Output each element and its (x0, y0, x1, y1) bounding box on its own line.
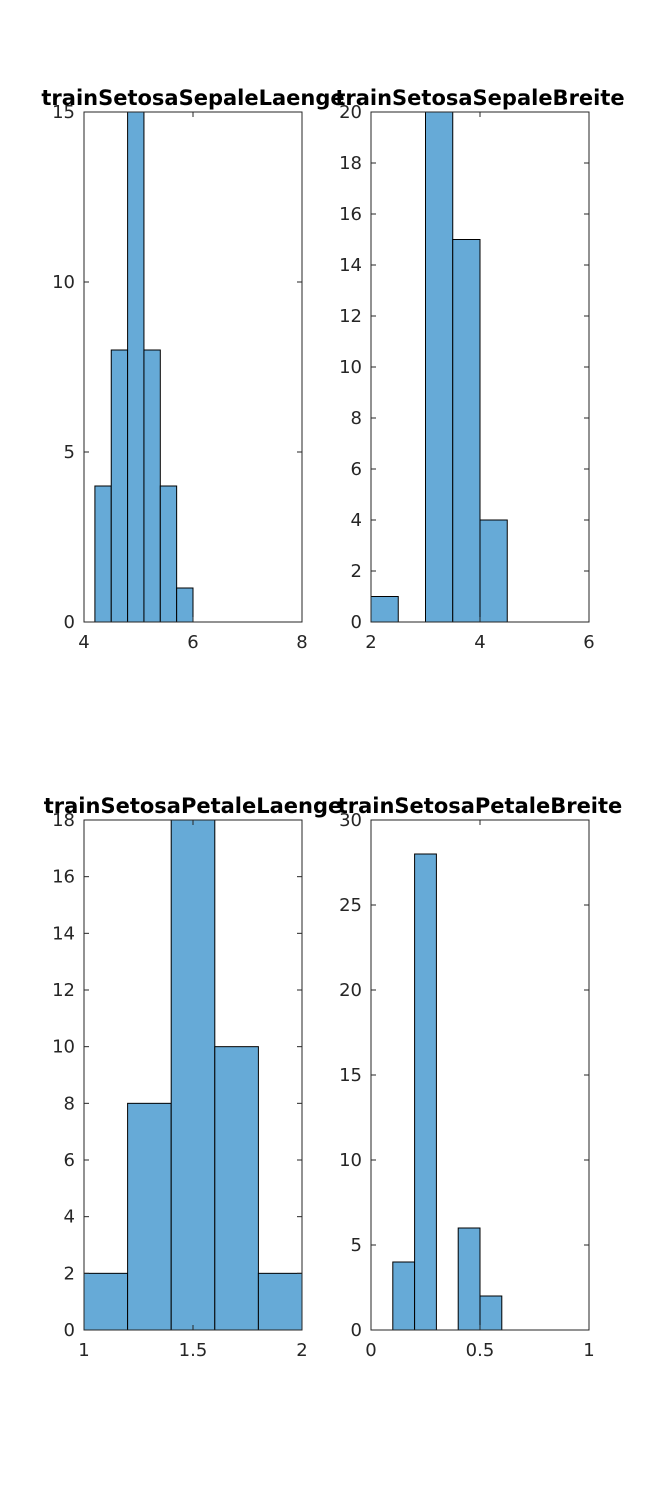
y-tick-label: 10 (52, 1037, 75, 1058)
histogram-bar (170, 819, 216, 1331)
y-tick-label: 10 (339, 357, 362, 378)
histogram-bar (159, 485, 178, 623)
y-tick-label: 18 (52, 810, 75, 831)
histogram-bar (425, 111, 454, 623)
chart-title: trainSetosaSepaleLaenge (41, 86, 344, 110)
x-tick-label: 2 (296, 1340, 307, 1361)
y-tick-label: 4 (64, 1207, 75, 1228)
y-tick-label: 0 (351, 612, 362, 633)
y-tick-label: 15 (339, 1065, 362, 1086)
histogram-bar (392, 1261, 416, 1331)
histogram-panel-petal-length: 0 2 4 6 8 10 12 14 16 18 1 1.5 2 trainSetosaPetaleLae… (44, 794, 343, 1361)
histogram-bar (479, 519, 508, 623)
x-tick-label: 4 (474, 632, 485, 653)
y-tick-label: 10 (52, 272, 75, 293)
x-tick-label: 6 (583, 632, 594, 653)
y-tick-label: 20 (339, 980, 362, 1001)
y-tick-label: 0 (351, 1320, 362, 1341)
histogram-bar (214, 1046, 259, 1331)
histogram-bar (94, 485, 112, 623)
x-tick-label: 8 (296, 632, 307, 653)
x-tick-label: 1 (78, 1340, 89, 1361)
y-tick-label: 5 (64, 442, 75, 463)
x-tick-label: 2 (365, 632, 376, 653)
y-tick-label: 20 (339, 102, 362, 123)
histogram-panel-petal-width: 0 5 10 15 20 25 30 0 0.5 1 trainSetosaPetaleBreite (338, 794, 623, 1361)
histogram-bar (83, 1272, 129, 1331)
x-tick-label: 0.5 (466, 1340, 495, 1361)
y-tick-label: 16 (52, 867, 75, 888)
y-tick-label: 2 (351, 561, 362, 582)
y-tick-label: 6 (351, 459, 362, 480)
x-tick-label: 1.5 (179, 1340, 208, 1361)
chart-title: trainSetosaPetaleLaenge (44, 794, 343, 818)
y-tick-label: 30 (339, 810, 362, 831)
y-tick-label: 8 (64, 1093, 75, 1114)
histogram-bar (143, 349, 161, 623)
histogram-bar (110, 349, 129, 623)
histogram-bar (127, 1102, 172, 1331)
histogram-bar (452, 239, 481, 623)
y-tick-label: 16 (339, 204, 362, 225)
histogram-bar (457, 1227, 481, 1331)
y-tick-label: 14 (339, 255, 362, 276)
y-tick-label: 0 (64, 1320, 75, 1341)
histogram-bar (257, 1272, 303, 1331)
x-tick-label: 1 (583, 1340, 594, 1361)
x-tick-label: 6 (187, 632, 198, 653)
histogram-bar (414, 853, 437, 1331)
x-tick-label: 4 (78, 632, 89, 653)
y-tick-label: 25 (339, 895, 362, 916)
y-tick-label: 10 (339, 1150, 362, 1171)
y-tick-label: 15 (52, 102, 75, 123)
y-tick-label: 2 (64, 1263, 75, 1284)
chart-title: trainSetosaPetaleBreite (338, 794, 623, 818)
y-tick-label: 0 (64, 612, 75, 633)
y-tick-label: 12 (52, 980, 75, 1001)
x-tick-label: 0 (365, 1340, 376, 1361)
histogram-bar (370, 596, 399, 623)
histogram-bar (479, 1295, 503, 1331)
y-tick-label: 8 (351, 408, 362, 429)
y-tick-label: 4 (351, 510, 362, 531)
y-tick-label: 6 (64, 1150, 75, 1171)
histogram-bar (127, 111, 145, 623)
y-tick-label: 14 (52, 923, 75, 944)
y-tick-label: 12 (339, 306, 362, 327)
histogram-bar (176, 587, 194, 623)
chart-title: trainSetosaSepaleBreite (335, 86, 624, 110)
y-tick-label: 18 (339, 153, 362, 174)
histogram-panel-sepal-length: 0 5 10 15 4 6 8 trainSetosaSepaleLaenge (41, 86, 344, 653)
y-tick-label: 5 (351, 1235, 362, 1256)
